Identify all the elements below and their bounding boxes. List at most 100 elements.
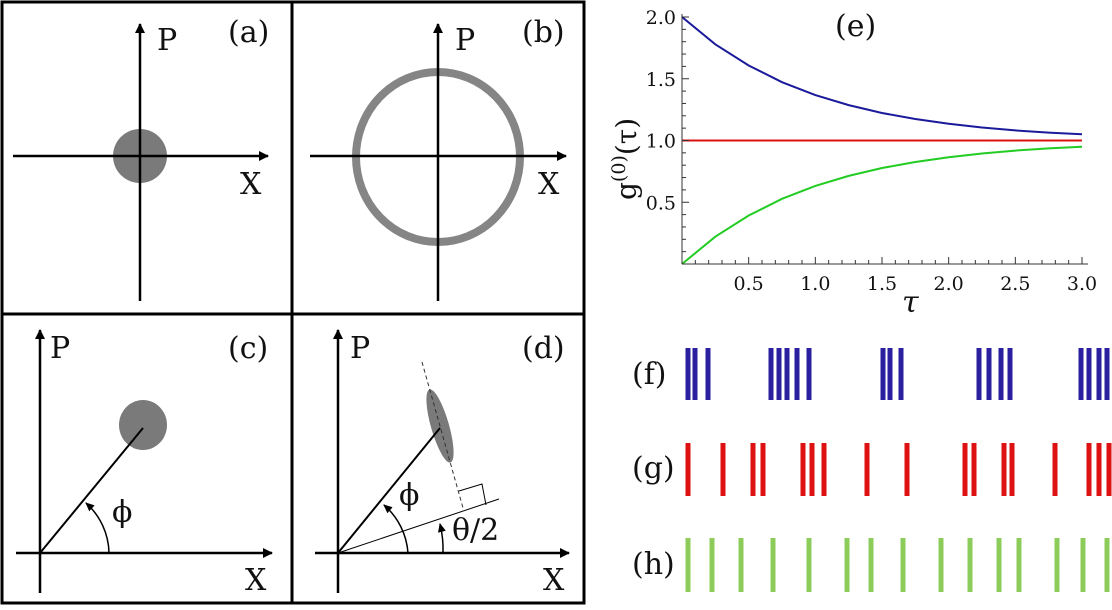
panel-label-d: (d) xyxy=(522,331,565,366)
photon-event-bar xyxy=(938,538,944,592)
photon-event-bar xyxy=(986,348,992,400)
photon-event-bar xyxy=(809,443,815,496)
photon-event-bar xyxy=(784,348,790,400)
photon-event-bar xyxy=(1007,348,1013,400)
photon-event-bar xyxy=(738,538,744,592)
photon-event-bar xyxy=(864,443,870,496)
photon-event-bar xyxy=(880,348,886,400)
panel-label-a: (a) xyxy=(228,15,269,50)
p-axis-label: P xyxy=(157,23,177,58)
y-label-g: g xyxy=(610,182,643,200)
panel-label-g: (g) xyxy=(632,451,675,486)
panel-b: P X (b) xyxy=(310,15,567,301)
p-axis-label: P xyxy=(350,331,370,366)
photon-event-bar xyxy=(750,443,756,496)
x-tick-label: 3.0 xyxy=(1067,273,1097,295)
y-label-superscript: (0) xyxy=(608,155,630,182)
photon-event-bar xyxy=(962,443,968,496)
panel-h: (h) xyxy=(632,538,1110,592)
photon-event-bar xyxy=(887,348,893,400)
photon-event-bar xyxy=(685,348,691,400)
photon-event-bar xyxy=(806,538,812,592)
photon-event-bar xyxy=(776,348,782,400)
photon-event-bar xyxy=(868,538,874,592)
amplitude-vector xyxy=(39,427,144,554)
phase-angle-label: ϕ xyxy=(399,478,419,513)
y-label-arg: (τ) xyxy=(610,118,643,155)
x-tick-label: 1.5 xyxy=(867,273,897,295)
photon-event-bar xyxy=(760,443,766,496)
panel-grid-frame xyxy=(0,0,586,605)
photon-event-bar xyxy=(967,538,973,592)
photon-event-bar xyxy=(971,443,977,496)
panel-f: (f) xyxy=(632,348,1110,400)
photon-event-bar xyxy=(806,348,812,400)
series-line-2 xyxy=(681,145,1083,265)
panel-c: ϕ P X (c) xyxy=(16,329,273,598)
photon-event-bar xyxy=(844,538,850,592)
photon-event-bar xyxy=(1086,348,1092,400)
rotated-axis xyxy=(337,498,500,554)
photon-event-bar xyxy=(1016,538,1022,592)
photon-event-bar xyxy=(904,443,910,496)
x-tick-label: 2.0 xyxy=(934,273,964,295)
photon-event-bar xyxy=(768,348,774,400)
squeeze-angle-label: θ/2 xyxy=(452,513,499,548)
right-angle-mark xyxy=(458,483,487,506)
p-axis-label: P xyxy=(50,331,70,366)
squeeze-axis-dashed xyxy=(421,361,464,509)
photon-event-bar xyxy=(1078,348,1084,400)
y-tick-label: 1.5 xyxy=(646,69,676,91)
photon-event-bar xyxy=(976,348,982,400)
p-axis-label: P xyxy=(455,23,475,58)
photon-event-bar xyxy=(1001,443,1007,496)
photon-event-bar xyxy=(900,538,906,592)
squeeze-angle-arc xyxy=(438,523,446,554)
photon-event-bar xyxy=(1104,538,1110,592)
photon-event-bar xyxy=(996,538,1002,592)
photon-event-bar xyxy=(794,348,800,400)
photon-event-bar xyxy=(1080,538,1086,592)
x-axis-label: X xyxy=(240,167,262,202)
photon-event-bar xyxy=(998,348,1004,400)
photon-event-bar xyxy=(685,443,691,496)
x-tick-label: 0.5 xyxy=(734,273,764,295)
photon-event-bar xyxy=(1054,538,1060,592)
panel-label-b: (b) xyxy=(522,15,565,50)
panel-d: ϕ θ/2 P X (d) xyxy=(315,329,570,598)
panel-label-h: (h) xyxy=(632,547,675,582)
panel-a: P X (a) xyxy=(13,15,269,301)
photon-event-bar xyxy=(1104,348,1110,400)
photon-event-bar xyxy=(1096,443,1102,496)
chart-y-label: g(0)(τ) xyxy=(608,118,643,200)
photon-event-bar xyxy=(720,443,726,496)
photon-event-bar xyxy=(685,538,691,592)
photon-event-bar xyxy=(1052,443,1058,496)
photon-event-bar xyxy=(705,348,711,400)
photon-event-bar xyxy=(692,348,698,400)
x-axis-label: X xyxy=(245,563,267,598)
photon-event-bar xyxy=(821,443,827,496)
panel-label-e: (e) xyxy=(835,9,876,44)
photon-event-bar xyxy=(1106,443,1112,496)
amplitude-vector xyxy=(337,427,441,554)
phase-angle-label: ϕ xyxy=(112,495,132,530)
y-tick-label: 0.5 xyxy=(646,192,676,214)
photon-event-bar xyxy=(898,348,904,400)
photon-event-bar xyxy=(770,538,776,592)
photon-event-bar xyxy=(1009,443,1015,496)
phase-angle-arc xyxy=(85,502,110,554)
chart-x-label: τ xyxy=(902,285,919,320)
photon-event-bar xyxy=(1096,348,1102,400)
coherent-state-blob xyxy=(119,400,167,450)
phase-angle-arc xyxy=(383,504,409,554)
x-tick-label: 1.0 xyxy=(800,273,830,295)
photon-event-bar xyxy=(800,443,806,496)
photon-event-bar xyxy=(709,538,715,592)
photon-event-bar xyxy=(1086,443,1092,496)
panel-e-chart: 0.5 1.0 1.5 2.0 2.5 3.0 0.5 1.0 1.5 2.0 (e) τ g(0… xyxy=(608,7,1097,320)
panel-label-c: (c) xyxy=(228,331,268,366)
series-line-0 xyxy=(681,16,1083,136)
y-tick-label: 2.0 xyxy=(646,7,676,29)
